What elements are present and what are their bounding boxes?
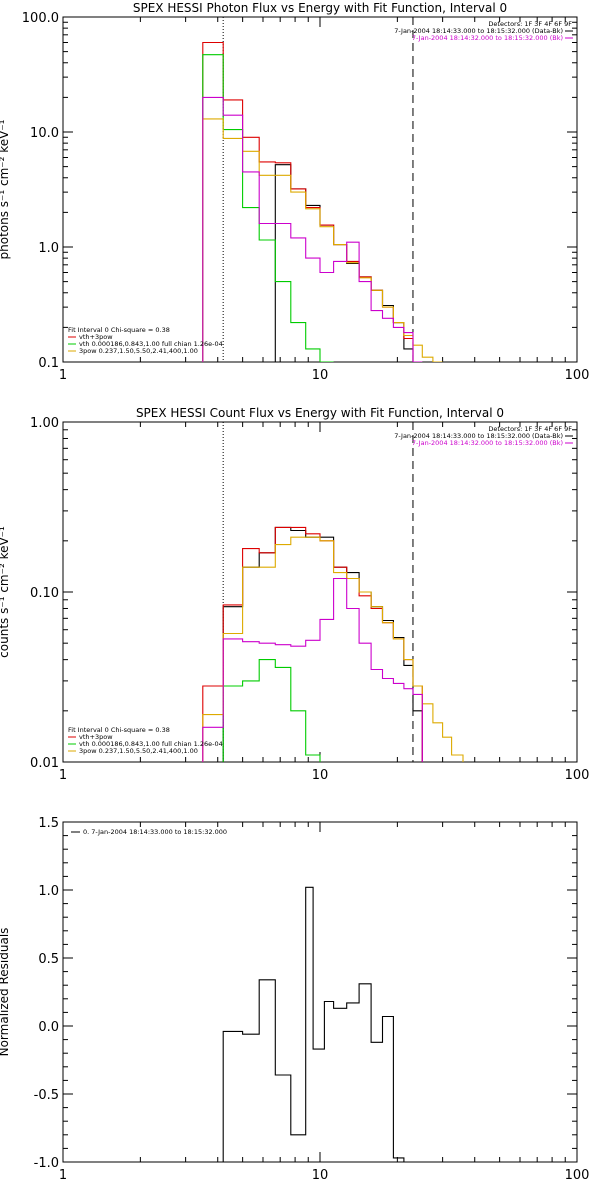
y-axis-label: Normalized Residuals — [0, 928, 11, 1057]
legend-text: 0. 7-Jan-2004 18:14:33.000 to 18:15:32.0… — [83, 828, 227, 836]
x-tick-label: 100 — [565, 1168, 590, 1183]
y-axis-label: counts s⁻¹ cm⁻² keV⁻¹ — [0, 526, 11, 658]
legend-text: 7-Jan-2004 18:14:33.000 to 18:15:32.000 … — [394, 432, 563, 440]
series-line-4 — [202, 577, 423, 762]
count-flux-panel: SPEX HESSI Count Flux vs Energy with Fit… — [0, 406, 589, 783]
y-tick-label: 1.0 — [38, 241, 59, 256]
chart-title: SPEX HESSI Count Flux vs Energy with Fit… — [136, 406, 504, 420]
legend-text: 7-Jan-2004 18:14:32.000 to 18:15:32.000 … — [412, 439, 563, 447]
y-tick-label: 10.0 — [30, 126, 59, 141]
y-tick-label: 1.00 — [30, 416, 59, 431]
plot-frame — [62, 821, 578, 1163]
x-tick-label: 100 — [565, 768, 590, 783]
plot-area — [222, 886, 405, 1162]
fit-legend-text: Fit Interval 0 Chi-square = 0.38 — [68, 726, 170, 734]
y-tick-label: 0.1 — [38, 356, 59, 371]
series-line-1 — [202, 41, 414, 362]
series-line-3 — [202, 118, 443, 362]
y-tick-label: 0.01 — [30, 756, 59, 771]
fit-legend-text: vth 0.000186,0.843,1.00 full chian 1.26e… — [79, 340, 223, 348]
y-tick-label: -0.5 — [34, 1088, 59, 1103]
series-line-0 — [222, 526, 423, 762]
series-line-0 — [274, 164, 414, 362]
y-tick-label: 0.0 — [38, 1020, 59, 1035]
series-line-4 — [202, 96, 423, 362]
legend-text: 7-Jan-2004 18:14:32.000 to 18:15:32.000 … — [412, 34, 563, 42]
fit-legend-text: vth+3pow — [79, 733, 113, 741]
x-tick-label: 10 — [312, 1168, 329, 1183]
y-tick-label: 1.0 — [38, 884, 59, 899]
series-line-2 — [222, 659, 321, 762]
series-line-1 — [202, 526, 423, 762]
fit-legend-text: Fit Interval 0 Chi-square = 0.38 — [68, 326, 170, 334]
fit-legend-text: 3pow 0.237,1.50,5.50,2.41,400,1.00 — [79, 347, 198, 355]
residuals-panel: 1 10 100 -1.0 -0.5 0.0 0.5 1.0 1.5 Normalized Res… — [0, 816, 589, 1183]
fit-legend-text: vth+3pow — [79, 333, 113, 341]
y-axis-label: photons s⁻¹ cm⁻² keV⁻¹ — [0, 119, 11, 259]
legend-text: Detectors: 1F 3F 4F 6F 9F — [488, 20, 572, 28]
series-line-3 — [202, 536, 464, 762]
x-tick-label: 10 — [312, 368, 329, 383]
fit-legend-text: 3pow 0.237,1.50,5.50,2.41,400,1.00 — [79, 747, 198, 755]
series-line-0 — [222, 886, 405, 1162]
x-tick-label: 100 — [565, 368, 590, 383]
y-tick-label: 0.10 — [30, 586, 59, 601]
photon-flux-panel: SPEX HESSI Photon Flux vs Energy with Fi… — [0, 1, 589, 383]
x-tick-label: 1 — [59, 1168, 67, 1183]
y-tick-label: 0.5 — [38, 952, 59, 967]
x-tick-label: 1 — [59, 768, 67, 783]
y-tick-label: 100.0 — [22, 11, 59, 26]
plot-area — [202, 422, 464, 762]
plot-frame — [62, 16, 578, 363]
x-tick-label: 10 — [312, 768, 329, 783]
y-tick-label: -1.0 — [34, 1156, 59, 1171]
x-tick-label: 1 — [59, 368, 67, 383]
legend-text: 7-Jan-2004 18:14:33.000 to 18:15:32.000 … — [394, 27, 563, 35]
plot-area — [202, 17, 443, 362]
fit-legend-text: vth 0.000186,0.843,1.00 full chian 1.26e… — [79, 740, 223, 748]
plot-frame — [62, 421, 578, 763]
y-tick-label: 1.5 — [38, 816, 59, 831]
chart-title: SPEX HESSI Photon Flux vs Energy with Fi… — [133, 1, 507, 15]
legend-text: Detectors: 1F 3F 4F 6F 9F — [488, 425, 572, 433]
